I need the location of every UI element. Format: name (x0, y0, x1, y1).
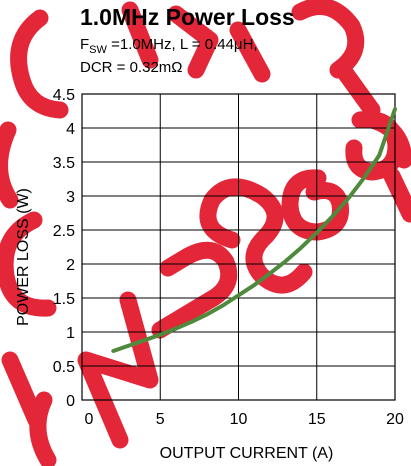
subtitle-fsw-subscript: SW (89, 44, 107, 56)
y-tick-label: 1 (66, 325, 75, 342)
y-tick-label: 3.5 (53, 155, 75, 172)
y-tick-label: 0 (66, 393, 75, 410)
subtitle-line-2: DCR = 0.32mΩ (80, 59, 183, 76)
y-tick-label: 2 (66, 257, 75, 274)
subtitle-fsw-rest: =1.0MHz, L = 0.44μH, (106, 36, 258, 53)
chart-title: 1.0MHz Power Loss (80, 4, 295, 30)
x-tick-label: 15 (308, 411, 326, 428)
x-tick-label: 5 (156, 411, 165, 428)
y-tick-label: 2.5 (53, 223, 75, 240)
x-tick-label: 10 (230, 411, 248, 428)
x-tick-label: 0 (85, 411, 94, 428)
subtitle-fsw-symbol: F (80, 36, 90, 53)
y-tick-label: 4.5 (53, 87, 75, 104)
y-tick-label: 1.5 (53, 291, 75, 308)
y-tick-label: 4 (66, 121, 75, 138)
plot-frame (81, 93, 396, 401)
y-tick-label: 0.5 (53, 359, 75, 376)
y-tick-label: 3 (66, 189, 75, 206)
chart-subtitle: FSW =1.0MHz, L = 0.44μH, DCR = 0.32mΩ (80, 36, 258, 77)
subtitle-line-1: FSW =1.0MHz, L = 0.44μH, (80, 36, 258, 59)
y-axis-label: POWER LOSS (W) (15, 188, 32, 326)
x-tick-label: 20 (386, 411, 404, 428)
x-axis-label: OUTPUT CURRENT (A) (160, 445, 334, 462)
